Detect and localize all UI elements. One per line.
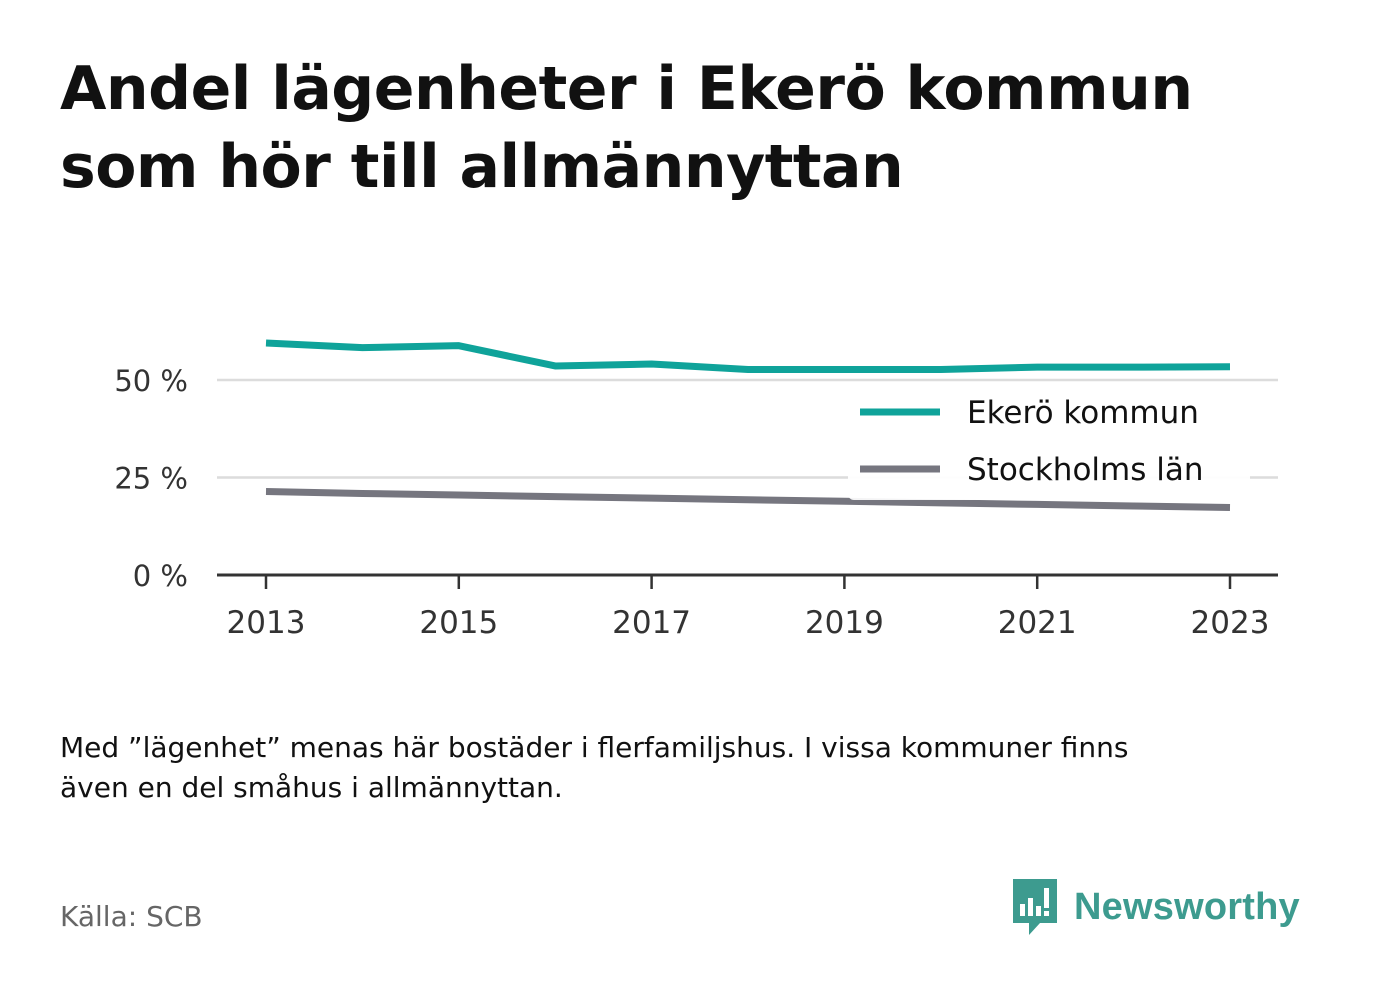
line-chart: 0 % 25 % 50 % Ekerö kommun Stockholms län 2… (114, 339, 1278, 641)
series-line-ekero (265, 339, 1231, 373)
chart-title-line-1: Andel lägenheter i Ekerö kommun (60, 54, 1193, 124)
chart-title-line-2: som hör till allmännyttan (60, 132, 904, 202)
series-lines (265, 339, 1231, 512)
footnote: Med ”lägenhet” menas här bostäder i fler… (60, 728, 1320, 808)
newsworthy-logo-icon (1013, 879, 1057, 935)
x-tick-label: 2023 (1191, 605, 1270, 641)
series-line-stockholm (265, 488, 1231, 512)
x-axis-labels: 2013 2015 2017 2019 2021 2023 (227, 575, 1270, 641)
source-label: Källa: SCB (60, 900, 203, 933)
y-axis-labels: 0 % 25 % 50 % (114, 364, 188, 593)
x-tick-label: 2019 (805, 605, 884, 641)
y-tick-label: 25 % (114, 462, 188, 496)
x-tick-label: 2013 (227, 605, 306, 641)
legend-label: Stockholms län (967, 452, 1203, 488)
x-tick-label: 2015 (419, 605, 498, 641)
chart-title: Andel lägenheter i Ekerö kommun som hör … (60, 50, 1320, 206)
footnote-line-1: Med ”lägenhet” menas här bostäder i fler… (60, 731, 1129, 764)
y-tick-label: 0 % (133, 559, 188, 593)
brand-name: Newsworthy (1074, 885, 1300, 928)
legend-label: Ekerö kommun (967, 395, 1199, 431)
footnote-line-2: även en del småhus i allmännyttan. (60, 771, 563, 804)
y-tick-label: 50 % (114, 364, 188, 398)
newsworthy-logo: Newsworthy (1010, 876, 1300, 938)
legend-background (848, 382, 1250, 500)
x-tick-label: 2021 (998, 605, 1077, 641)
legend: Ekerö kommun Stockholms län (848, 382, 1250, 500)
x-tick-label: 2017 (612, 605, 691, 641)
